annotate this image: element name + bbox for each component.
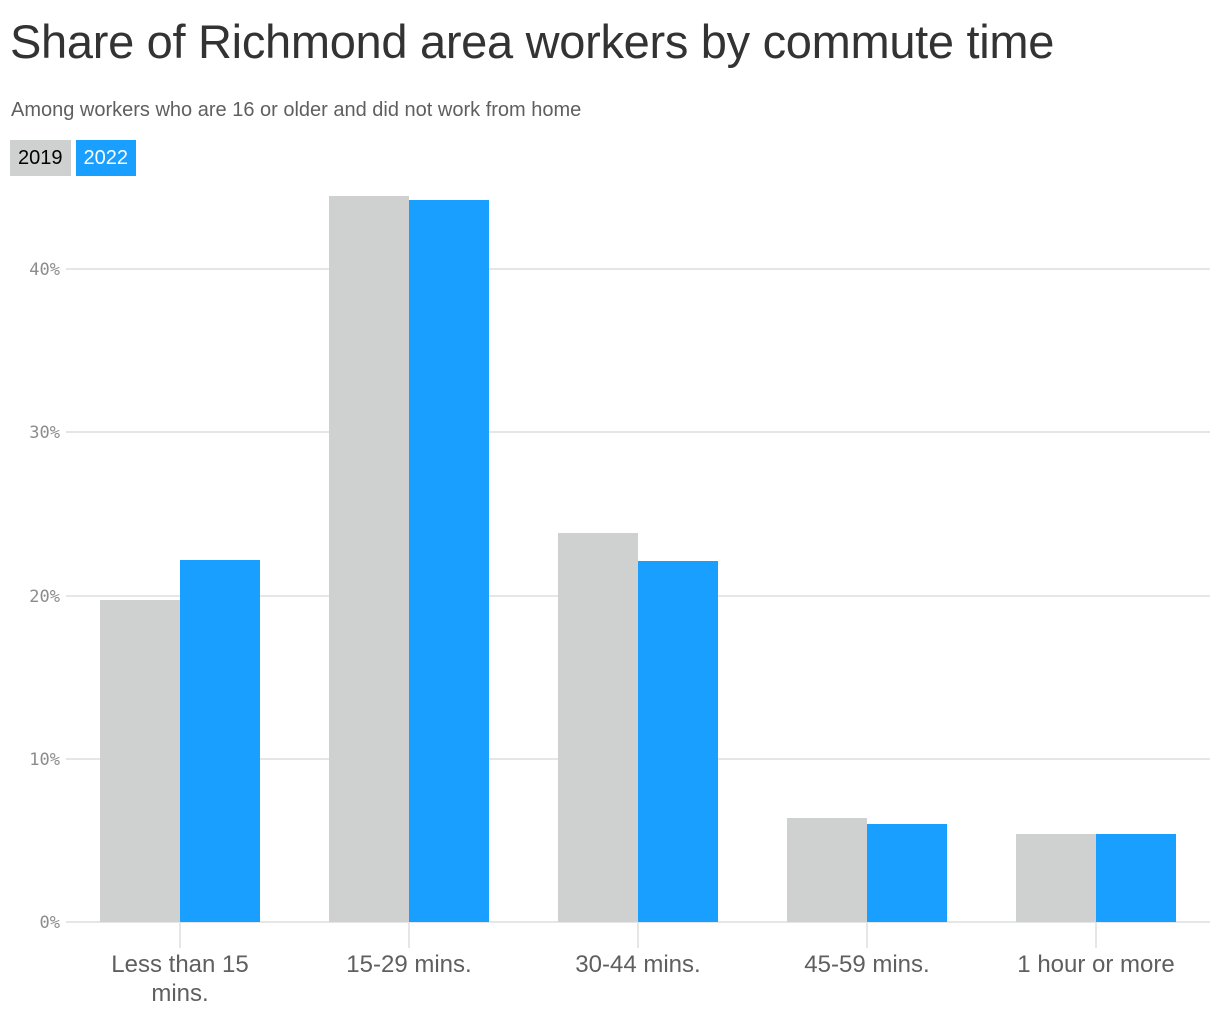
x-axis-label: Less than 15 mins. [111, 951, 249, 1007]
x-axis-label: 30-44 mins. [575, 951, 701, 978]
bar-2022[interactable] [867, 824, 947, 922]
bar-2019[interactable] [787, 817, 867, 922]
y-tick-label: 0% [39, 913, 60, 933]
bar-2019[interactable] [558, 533, 638, 922]
x-tick-mark [408, 922, 410, 948]
bar-2019[interactable] [100, 600, 180, 922]
bar-2019[interactable] [1016, 833, 1096, 922]
bar-2022[interactable] [180, 559, 260, 922]
legend-item-2019: 2019 [10, 140, 71, 176]
x-tick-mark [1095, 922, 1097, 948]
y-tick-label: 30% [29, 423, 60, 444]
y-tick-label: 40% [29, 260, 60, 280]
chart-title: Share of Richmond area workers by commut… [10, 15, 1055, 68]
x-tick-mark [637, 922, 639, 948]
y-tick-label: 20% [29, 586, 60, 607]
bar-2022[interactable] [409, 200, 489, 922]
legend-item-2022: 2022 [75, 140, 136, 176]
gridline [66, 431, 1210, 434]
x-tick-mark [179, 922, 181, 948]
bar-2022[interactable] [1096, 833, 1176, 922]
bar-2022[interactable] [638, 561, 718, 922]
legend: 2019 2022 [10, 140, 136, 176]
bar-2019[interactable] [329, 195, 409, 922]
y-tick-label: 10% [29, 749, 60, 770]
chart-subtitle: Among workers who are 16 or older and di… [11, 99, 582, 121]
x-axis-label: 45-59 mins. [804, 951, 930, 978]
x-tick-mark [866, 922, 868, 948]
x-axis-label: 1 hour or more [1017, 951, 1175, 978]
gridline [66, 268, 1210, 270]
x-axis-label: 15-29 mins. [346, 951, 472, 978]
